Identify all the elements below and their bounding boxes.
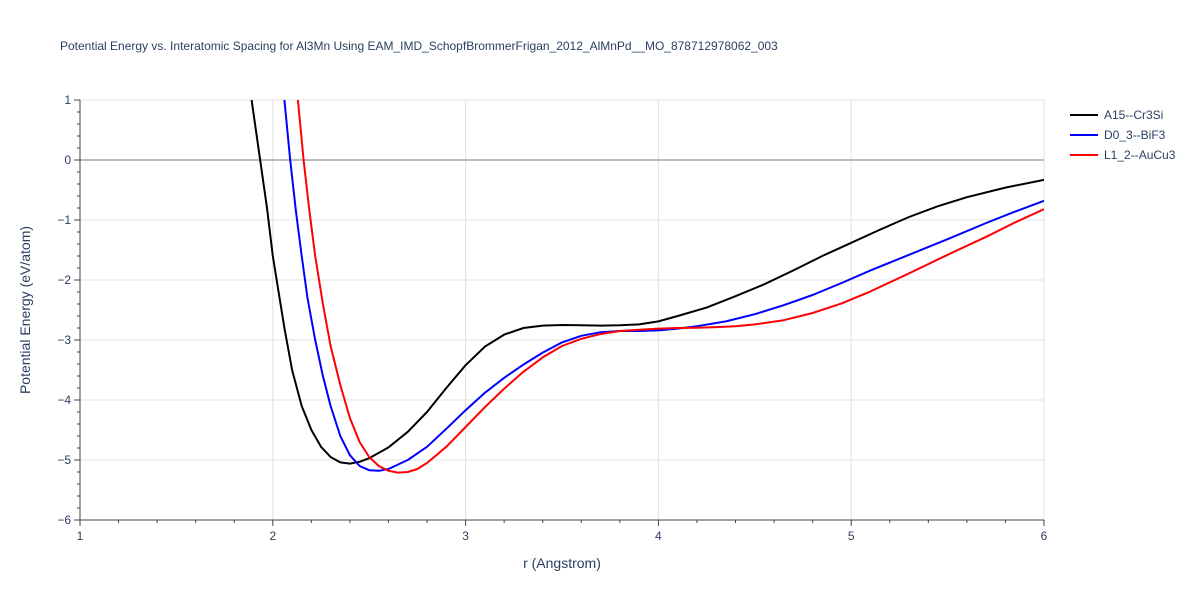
- x-tick-label: 4: [655, 529, 662, 543]
- legend-label-d0-3-bif3: D0_3--BiF3: [1104, 128, 1166, 142]
- legend: A15--Cr3Si D0_3--BiF3 L1_2--AuCu3: [1070, 108, 1176, 162]
- y-axis-title: Potential Energy (eV/atom): [17, 226, 33, 394]
- series-group: [250, 100, 1044, 474]
- legend-label-l1-2-aucu3: L1_2--AuCu3: [1104, 148, 1176, 162]
- x-axis-title: r (Angstrom): [523, 555, 601, 571]
- y-tick-label: −2: [57, 273, 71, 287]
- y-tick-label: 1: [64, 93, 71, 107]
- legend-label-a15-cr3si: A15--Cr3Si: [1104, 108, 1163, 122]
- x-tick-label: 1: [77, 529, 84, 543]
- y-tick-label: −4: [57, 393, 71, 407]
- series-line-a15-cr3si: [250, 100, 1044, 465]
- x-tick-label: 2: [269, 529, 276, 543]
- series-line-l1-2-aucu3: [296, 100, 1044, 474]
- x-tick-label: 6: [1041, 529, 1048, 543]
- y-tick-label: 0: [64, 153, 71, 167]
- y-tick-label: −5: [57, 453, 71, 467]
- axes: 1 2 3 4 5 6 1 0 −1 −2 −3 −4 −5 −6: [57, 93, 1047, 543]
- y-tick-label: −3: [57, 333, 71, 347]
- chart-title: Potential Energy vs. Interatomic Spacing…: [60, 39, 778, 53]
- x-tick-label: 5: [848, 529, 855, 543]
- x-tick-label: 3: [462, 529, 469, 543]
- series-line-d0-3-bif3: [283, 100, 1044, 472]
- y-tick-label: −6: [57, 513, 71, 527]
- y-tick-label: −1: [57, 213, 71, 227]
